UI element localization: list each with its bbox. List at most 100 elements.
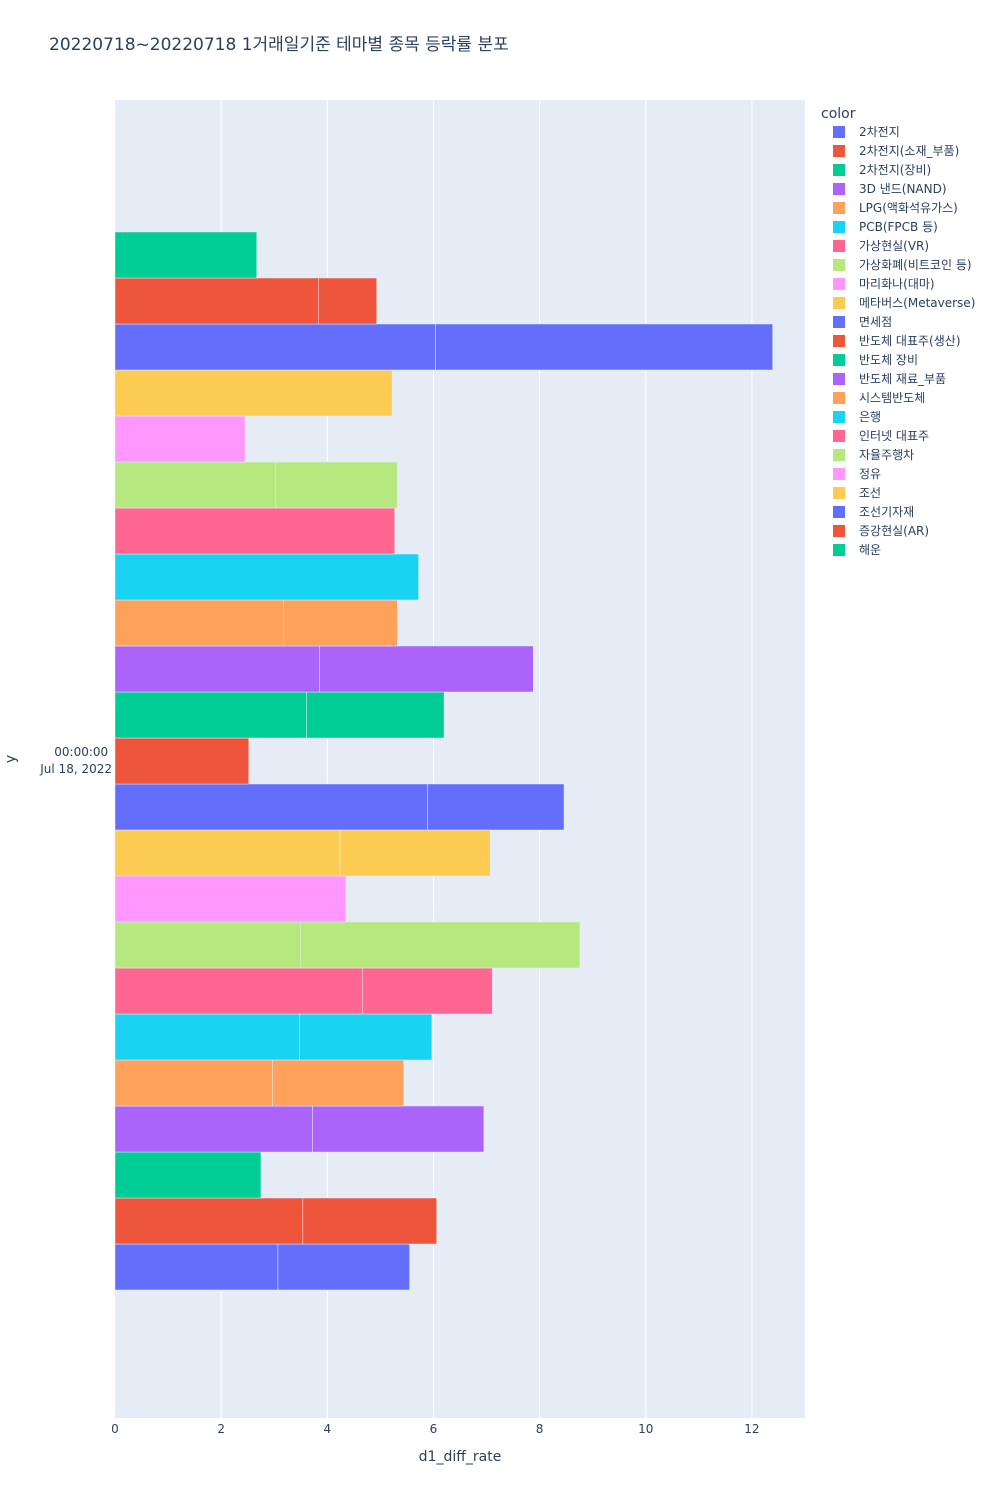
legend-label[interactable]: 반도체 장비 xyxy=(859,353,918,367)
legend-swatch[interactable] xyxy=(833,449,845,461)
legend-swatch[interactable] xyxy=(833,411,845,423)
legend-label[interactable]: 2차전지(소재_부품) xyxy=(859,144,959,158)
bar-segment[interactable]: 시스템반도체: 2.14 xyxy=(283,599,398,647)
legend-swatch[interactable] xyxy=(833,335,845,347)
x-tick-label: 0 xyxy=(111,1422,119,1436)
legend-swatch[interactable] xyxy=(833,506,845,518)
legend-swatch[interactable] xyxy=(833,259,845,271)
legend-label[interactable]: PCB(FPCB 등) xyxy=(859,220,938,234)
legend-swatch[interactable] xyxy=(833,487,845,499)
bar-segment[interactable]: LPG(액화석유가스): 2.97 xyxy=(114,1059,273,1107)
x-tick-label: 2 xyxy=(217,1422,225,1436)
legend-label[interactable]: 조선 xyxy=(859,486,881,500)
bar-segment[interactable]: 2차전지(소재_부품): 3.54 xyxy=(114,1197,304,1245)
y-tick-label: 00:00:00 Jul 18, 2022 xyxy=(39,745,112,776)
bar-segment[interactable]: PCB(FPCB 등): 2.49 xyxy=(299,1013,433,1061)
bar-segment[interactable]: 2차전지(장비): 2.75 xyxy=(114,1151,262,1199)
legend-swatch[interactable] xyxy=(833,430,845,442)
bar-segment[interactable]: 반도체 대표주(생산): 2.52 xyxy=(114,737,250,785)
bar-segment[interactable]: 인터넷 대표주: 5.27 xyxy=(114,507,395,555)
bar-segment[interactable]: 반도체 장비: 2.59 xyxy=(306,691,445,739)
x-tick-label: 6 xyxy=(430,1422,438,1436)
x-axis-title: d1_diff_rate xyxy=(419,1449,502,1465)
bar-segment[interactable]: 증강현실(AR): 3.83 xyxy=(114,277,319,325)
bar-segment[interactable]: 마리화나(대마): 4.35 xyxy=(114,875,347,923)
x-tick-label: 10 xyxy=(638,1422,653,1436)
legend-label[interactable]: 메타버스(Metaverse) xyxy=(859,296,975,310)
legend-label[interactable]: 증강현실(AR) xyxy=(859,524,929,538)
legend-label[interactable]: 2차전지 xyxy=(859,125,900,139)
legend-swatch[interactable] xyxy=(833,145,845,157)
bar-segment[interactable]: 메타버스(Metaverse): 2.83 xyxy=(339,829,491,877)
legend-swatch[interactable] xyxy=(833,354,845,366)
legend-label[interactable]: 시스템반도체 xyxy=(859,391,925,405)
legend-label[interactable]: 조선기자재 xyxy=(859,505,914,519)
x-tick-label: 4 xyxy=(323,1422,331,1436)
legend-swatch[interactable] xyxy=(833,297,845,309)
x-tick-label: 12 xyxy=(744,1422,759,1436)
legend-label[interactable]: 정유 xyxy=(859,467,881,481)
legend-label[interactable]: 자율주행차 xyxy=(859,447,914,462)
bar-segment[interactable]: 3D 낸드(NAND): 3.23 xyxy=(312,1105,485,1153)
legend-label[interactable]: 3D 낸드(NAND) xyxy=(859,182,947,196)
legend-swatch[interactable] xyxy=(833,468,845,480)
bar-segment[interactable]: 자율주행차: 3.03 xyxy=(114,461,277,509)
legend-label[interactable]: 면세점 xyxy=(859,315,892,329)
legend-label[interactable]: 가상화폐(비트코인 등) xyxy=(859,258,972,272)
legend-swatch[interactable] xyxy=(833,164,845,176)
legend: 2차전지 2차전지(소재_부품) 2차전지(장비) 3D 낸드(NAND) LPG(액화… xyxy=(833,125,975,557)
legend-label[interactable]: 마리화나(대마) xyxy=(859,277,935,291)
legend-label[interactable]: 은행 xyxy=(859,409,881,424)
bar-segment[interactable]: 은행: 5.72 xyxy=(114,553,419,601)
bar-segment[interactable]: 조선: 5.22 xyxy=(114,369,393,417)
legend-swatch[interactable] xyxy=(833,278,845,290)
bars: 2차전지: 3.072차전지: 2.482차전지(소재_부품): 3.542차전… xyxy=(114,231,773,1291)
bar-segment[interactable]: 반도체 장비: 3.61 xyxy=(114,691,307,739)
bar-segment[interactable]: 반도체 재료_부품: 3.85 xyxy=(114,645,320,693)
bar-segment[interactable]: 증강현실(AR): 1.1 xyxy=(318,277,377,325)
bar-segment[interactable]: 자율주행차: 2.29 xyxy=(275,461,398,509)
bar-segment[interactable]: 해운: 2.67 xyxy=(114,231,257,279)
legend-swatch[interactable] xyxy=(833,202,845,214)
legend-swatch[interactable] xyxy=(833,544,845,556)
x-tick-label: 8 xyxy=(536,1422,544,1436)
bar-segment[interactable]: 조선기자재: 6.35 xyxy=(435,323,773,371)
legend-title: color xyxy=(821,106,856,122)
bar-segment[interactable]: 정유: 2.45 xyxy=(114,415,246,463)
bar-segment[interactable]: 3D 낸드(NAND): 3.72 xyxy=(114,1105,313,1153)
legend-swatch[interactable] xyxy=(833,221,845,233)
bar-segment[interactable]: 2차전지(소재_부품): 2.52 xyxy=(302,1197,437,1245)
bar-segment[interactable]: 가상현실(VR): 4.66 xyxy=(114,967,363,1015)
bar-segment[interactable]: 2차전지: 2.48 xyxy=(277,1243,410,1291)
x-axis-ticks: 0 2 4 6 8 10 12 xyxy=(111,1422,759,1436)
legend-swatch[interactable] xyxy=(833,126,845,138)
legend-label[interactable]: 반도체 재료_부품 xyxy=(859,372,946,386)
bar-segment[interactable]: 면세점: 2.57 xyxy=(427,783,565,831)
legend-swatch[interactable] xyxy=(833,392,845,404)
legend-swatch[interactable] xyxy=(833,373,845,385)
bar-segment[interactable]: 조선기자재: 6.04 xyxy=(114,323,436,371)
bar-segment[interactable]: 시스템반도체: 3.18 xyxy=(114,599,285,647)
legend-label[interactable]: 가상현실(VR) xyxy=(859,239,929,253)
legend-swatch[interactable] xyxy=(833,316,845,328)
legend-label[interactable]: 해운 xyxy=(859,543,881,557)
legend-swatch[interactable] xyxy=(833,183,845,195)
bar-segment[interactable]: LPG(액화석유가스): 2.47 xyxy=(272,1059,404,1107)
bar-segment[interactable]: 가상화폐(비트코인 등): 3.49 xyxy=(114,921,301,969)
bar-segment[interactable]: 2차전지: 3.07 xyxy=(114,1243,279,1291)
bar-segment[interactable]: 가상화폐(비트코인 등): 5.27 xyxy=(299,921,581,969)
legend-label[interactable]: LPG(액화석유가스) xyxy=(859,201,958,215)
legend-swatch[interactable] xyxy=(833,240,845,252)
bar-segment[interactable]: 면세점: 5.89 xyxy=(114,783,428,831)
chart-title: 20220718~20220718 1거래일기준 테마별 종목 등락률 분포 xyxy=(49,35,509,55)
y-tick-date: Jul 18, 2022 xyxy=(39,762,112,776)
bar-segment[interactable]: 가상현실(VR): 2.45 xyxy=(362,967,493,1015)
legend-label[interactable]: 인터넷 대표주 xyxy=(859,429,929,443)
bar-segment[interactable]: 메타버스(Metaverse): 4.24 xyxy=(114,829,341,877)
legend-label[interactable]: 2차전지(장비) xyxy=(859,163,931,177)
bar-segment[interactable]: 반도체 재료_부품: 4.03 xyxy=(319,645,534,693)
bar-segment[interactable]: PCB(FPCB 등): 3.48 xyxy=(114,1013,300,1061)
legend-label[interactable]: 반도체 대표주(생산) xyxy=(859,334,961,348)
legend-swatch[interactable] xyxy=(833,525,845,537)
